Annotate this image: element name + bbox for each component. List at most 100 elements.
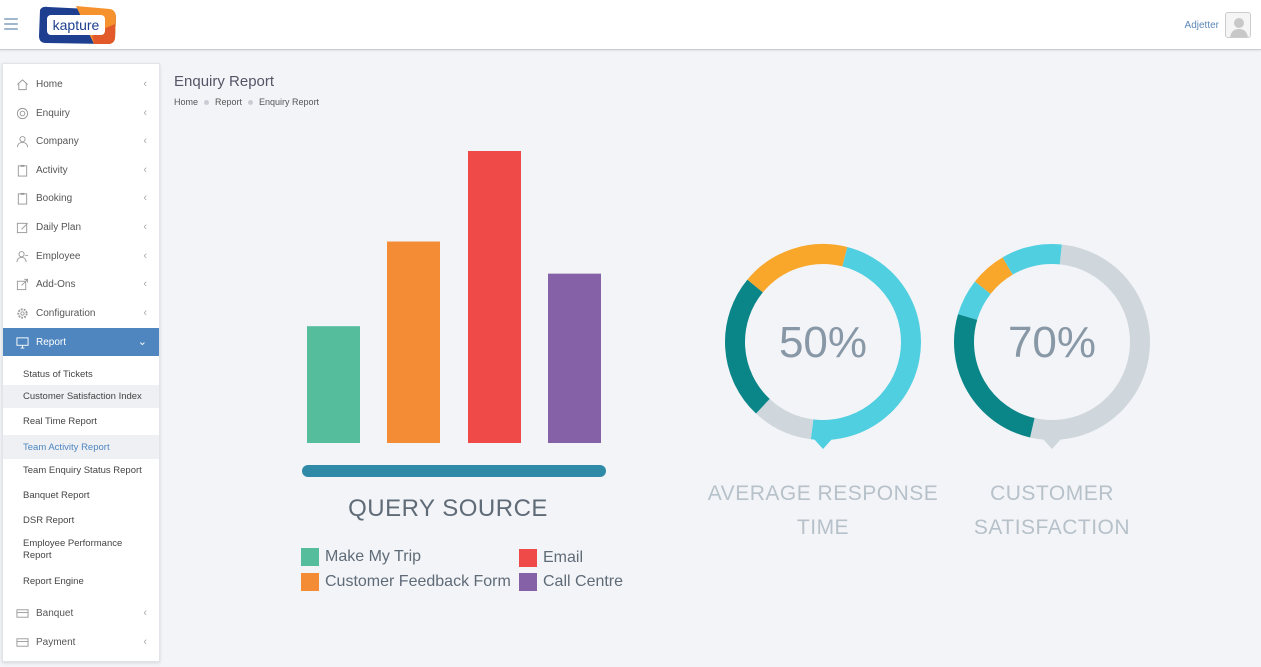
sidebar-item-enquiry[interactable]: Enquiry ‹ <box>3 99 159 127</box>
submenu-banquet-report[interactable]: Banquet Report <box>23 489 90 501</box>
legend-swatch <box>301 573 319 591</box>
monitor-icon <box>15 335 29 349</box>
submenu-status-of-tickets[interactable]: Status of Tickets <box>23 368 93 380</box>
sidebar-item-label: Add-Ons <box>36 278 76 290</box>
donut-label-satisfaction: CUSTOMER SATISFACTION <box>973 482 1131 539</box>
legend-item-email: Email <box>519 549 583 567</box>
chevron-left-icon: ‹ <box>143 607 147 619</box>
sidebar-item-label: Employee <box>36 250 81 262</box>
sidebar-item-employee[interactable]: Employee ‹ <box>3 242 159 270</box>
donut-0-segment-3 <box>747 244 848 293</box>
card-icon <box>15 606 29 620</box>
sidebar: Home ‹ Enquiry ‹ Company ‹ Activity ‹ Bookin… <box>2 63 160 662</box>
donut-0-segment-1 <box>756 398 814 440</box>
sidebar-item-label: Daily Plan <box>36 221 82 233</box>
breadcrumb-current: Enquiry Report <box>259 97 320 107</box>
kapture-logo[interactable]: kapture <box>36 4 118 46</box>
donut-1-pointer <box>1043 439 1061 449</box>
legend-item-call-centre: Call Centre <box>519 573 623 591</box>
chevron-left-icon: ‹ <box>143 250 147 262</box>
legend-swatch <box>301 548 319 566</box>
submenu-employee-performance-report[interactable]: Employee Performance Report <box>23 538 123 561</box>
donut-label-response-time: AVERAGE RESPONSE TIME <box>707 482 939 539</box>
external-icon <box>15 277 29 291</box>
breadcrumb-report[interactable]: Report <box>215 97 243 107</box>
chart-baseline <box>302 465 606 477</box>
chevron-down-icon: ⌄ <box>137 336 147 348</box>
top-header: kapture Adjetter <box>0 0 1261 50</box>
donut-percent-response-time: 50% <box>778 318 868 367</box>
edit-icon <box>15 220 29 234</box>
chevron-left-icon: ‹ <box>143 278 147 290</box>
user-name[interactable]: Adjetter <box>1184 20 1219 31</box>
sidebar-item-label: Company <box>36 135 79 147</box>
clipboard-icon <box>15 163 29 177</box>
chevron-left-icon: ‹ <box>143 636 147 648</box>
chevron-left-icon: ‹ <box>143 135 147 147</box>
sidebar-item-label: Booking <box>36 192 73 204</box>
sidebar-item-label: Payment <box>36 636 76 648</box>
bar-make-my-trip <box>307 326 360 443</box>
chevron-left-icon: ‹ <box>143 164 147 176</box>
breadcrumb: Home Report Enquiry Report <box>174 97 319 107</box>
user-avatar[interactable] <box>1225 12 1251 38</box>
bar-call-centre <box>548 273 601 443</box>
sidebar-item-payment[interactable]: Payment ‹ <box>3 628 159 656</box>
bar-customer-feedback-form <box>387 241 440 443</box>
sidebar-item-company[interactable]: Company ‹ <box>3 127 159 155</box>
sidebar-item-configuration[interactable]: Configuration ‹ <box>3 299 159 327</box>
donut-1-segment-3 <box>974 257 1013 295</box>
sidebar-item-banquet[interactable]: Banquet ‹ <box>3 599 159 627</box>
legend-swatch <box>519 549 537 567</box>
chevron-left-icon: ‹ <box>143 192 147 204</box>
person-icon <box>15 134 29 148</box>
chevron-left-icon: ‹ <box>143 107 147 119</box>
submenu-dsr-report[interactable]: DSR Report <box>23 514 75 526</box>
menu-icon[interactable] <box>4 18 18 30</box>
sidebar-item-home[interactable]: Home ‹ <box>3 70 159 98</box>
sidebar-item-daily-plan[interactable]: Daily Plan ‹ <box>3 213 159 241</box>
donut-0-segment-0 <box>810 247 921 440</box>
submenu-customer-satisfaction-index[interactable]: Customer Satisfaction Index <box>3 385 159 408</box>
sidebar-item-label: Activity <box>36 164 68 176</box>
legend-item-make-my-trip: Make My Trip <box>301 548 421 566</box>
donut-1-segment-4 <box>1002 244 1062 275</box>
sidebar-item-label: Report <box>36 336 67 348</box>
chart-title: QUERY SOURCE <box>348 495 548 522</box>
donut-percent-satisfaction: 70% <box>1007 318 1097 367</box>
sidebar-item-activity[interactable]: Activity ‹ <box>3 156 159 184</box>
breadcrumb-home[interactable]: Home <box>174 97 199 107</box>
submenu-team-enquiry-status-report[interactable]: Team Enquiry Status Report <box>23 464 142 476</box>
submenu-team-activity-report[interactable]: Team Activity Report <box>3 435 159 459</box>
donut-0-pointer <box>814 439 832 449</box>
donut-0-segment-2 <box>725 279 770 414</box>
breadcrumb-separator <box>248 99 254 105</box>
donut-1-segment-2 <box>958 281 991 321</box>
chevron-left-icon: ‹ <box>143 221 147 233</box>
sidebar-item-booking[interactable]: Booking ‹ <box>3 184 159 212</box>
sidebar-item-label: Home <box>36 78 63 90</box>
card-icon <box>15 635 29 649</box>
submenu-real-time-report[interactable]: Real Time Report <box>23 415 97 427</box>
bar-email <box>468 151 521 443</box>
sidebar-item-label: Configuration <box>36 307 96 319</box>
employee-icon <box>15 249 29 263</box>
submenu-report-engine[interactable]: Report Engine <box>23 575 84 587</box>
breadcrumb-separator <box>204 99 210 105</box>
legend-swatch <box>519 573 537 591</box>
donut-1-segment-0 <box>1030 244 1150 440</box>
gear-icon <box>15 306 29 320</box>
sidebar-item-report[interactable]: Report ⌄ <box>3 328 159 356</box>
donut-1-segment-1 <box>954 314 1035 438</box>
sidebar-item-add-ons[interactable]: Add-Ons ‹ <box>3 270 159 298</box>
chevron-left-icon: ‹ <box>143 307 147 319</box>
sidebar-item-label: Enquiry <box>36 107 70 119</box>
clipboard-icon <box>15 191 29 205</box>
page-title: Enquiry Report <box>174 73 275 90</box>
home-icon <box>15 77 29 91</box>
lifebuoy-icon <box>15 106 29 120</box>
sidebar-item-label: Banquet <box>36 607 74 619</box>
logo-text: kapture <box>53 17 100 33</box>
chevron-left-icon: ‹ <box>143 78 147 90</box>
